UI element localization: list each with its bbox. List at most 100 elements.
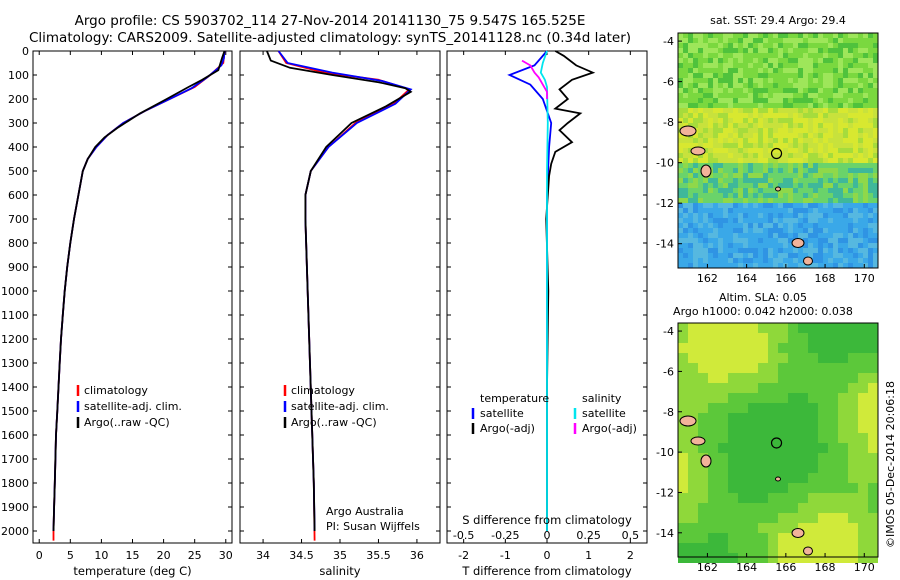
x-tick-label: 20 [157,549,171,562]
x-tick-label: 35.5 [366,549,391,562]
island [803,256,813,266]
panel-difference: -2 -1 0 1 2 T difference from climatology S di… [446,50,648,578]
lon-tick-label: 162 [697,272,718,285]
x-axis-label: temperature (deg C) [73,564,191,578]
x-tick-label: 2 [627,549,634,562]
heatmap-cells [678,323,878,563]
y-tick-label: 1600 [1,429,29,442]
argo-location-marker [770,147,783,160]
lon-tick-label: 164 [736,561,757,574]
x-tick-label: 30 [219,549,233,562]
lon-tick-label: 166 [775,272,796,285]
y-tick-label: 300 [8,117,29,130]
lat-tick-label: -4 [663,325,674,338]
legend-entry: Argo(..raw -QC) [291,416,377,429]
lon-tick-label: 166 [775,561,796,574]
x-tick-label: -1 [500,549,511,562]
legend-entry: Argo(-adj) [480,422,535,435]
annotation-text: PI: Susan Wijffels [326,520,420,533]
annotation-text: Argo Australia [326,505,404,518]
map-title: sat. SST: 29.4 Argo: 29.4 [710,14,846,27]
map-subtitle: Argo h1000: 0.042 h2000: 0.038 [673,305,853,318]
y-tick-label: 1300 [1,357,29,370]
series-line-satellite [539,50,549,531]
lon-tick-label: 170 [854,272,875,285]
island [791,238,805,248]
x-tick-label: 0 [544,549,551,562]
legend-entry: Argo(-adj) [582,422,637,435]
y-tick-label: 500 [8,165,29,178]
y-tick-label: 1000 [1,285,29,298]
island [700,164,712,178]
plot-frame [32,50,233,544]
lat-tick-label: -10 [656,446,674,459]
s-tick-label: 0.5 [622,529,640,542]
x-tick-label: 10 [94,549,108,562]
island [791,528,805,538]
y-tick-label: 600 [8,189,29,202]
series-line-climatology [52,50,226,541]
lon-tick-label: 168 [815,272,836,285]
x-tick-label: 25 [188,549,202,562]
s-tick-label: -0.5 [453,529,474,542]
y-tick-label: 1900 [1,501,29,514]
s-difference-label: S difference from climatology [462,513,632,527]
x-tick-label: 36 [410,549,424,562]
heatmap-cells [678,33,878,268]
map-sla: -4 -6 -8 -10 -12 -14 162 164 166 168 170 Altim. SLA… [656,291,879,574]
chart-title-line1: Argo profile: CS 5903702_114 27-Nov-2014… [74,13,586,29]
panel-temperature: 0100200300400500600700800900100011001200… [1,45,233,578]
x-axis-label: salinity [319,564,360,578]
legend-entry: climatology [291,384,355,397]
x-tick-label: -2 [458,549,469,562]
y-tick-label: 200 [8,93,29,106]
chart-title-line2: Climatology: CARS2009. Satellite-adjuste… [28,30,632,46]
lat-tick-label: -8 [663,116,674,129]
lon-tick-label: 164 [736,272,757,285]
argo-location-marker [770,437,783,449]
map-frame [677,322,879,558]
y-tick-label: 400 [8,141,29,154]
map-sst: -4 -6 -8 -10 -12 -14 162 164 166 168 170 sat. SST: … [656,14,879,285]
lat-tick-label: -6 [663,365,674,378]
island [679,125,697,137]
y-tick-label: 1800 [1,477,29,490]
legend-entry: satellite-adj. clim. [291,400,389,413]
island [775,186,781,192]
island [700,454,712,468]
lat-tick-label: -14 [656,527,674,540]
lon-tick-label: 168 [815,561,836,574]
series-line-argo-adj- [545,50,596,531]
y-tick-label: 2000 [1,525,29,538]
y-tick-label: 1200 [1,333,29,346]
lat-tick-label: -10 [656,157,674,170]
series-line-climatology [277,50,411,541]
lat-tick-label: -4 [663,35,674,48]
y-tick-label: 0 [22,45,29,58]
x-tick-label: 15 [126,549,140,562]
legend-title-salinity: salinity [582,392,622,405]
lat-tick-label: -12 [656,486,674,499]
y-tick-label: 1700 [1,453,29,466]
x-tick-label: 1 [585,549,592,562]
lon-tick-label: 170 [854,561,875,574]
map-frame [677,32,879,269]
x-tick-label: 34 [256,549,270,562]
imos-credit: ©IMOS 05-Dec-2014 20:06:18 [884,381,897,548]
legend-entry: climatology [84,384,148,397]
s-tick-label: 0.25 [576,529,601,542]
s-tick-label: -0.25 [491,529,519,542]
island [690,146,706,156]
island [803,546,813,556]
series-line-satellite [507,50,553,531]
island [690,436,706,446]
y-tick-label: 1400 [1,381,29,394]
x-tick-label: 34.5 [289,549,314,562]
y-tick-label: 700 [8,213,29,226]
y-tick-label: 800 [8,237,29,250]
series-line-satellite-adj-clim- [52,50,226,532]
x-tick-label: 0 [36,549,43,562]
s-tick-label: 0 [544,529,551,542]
island [679,415,697,427]
